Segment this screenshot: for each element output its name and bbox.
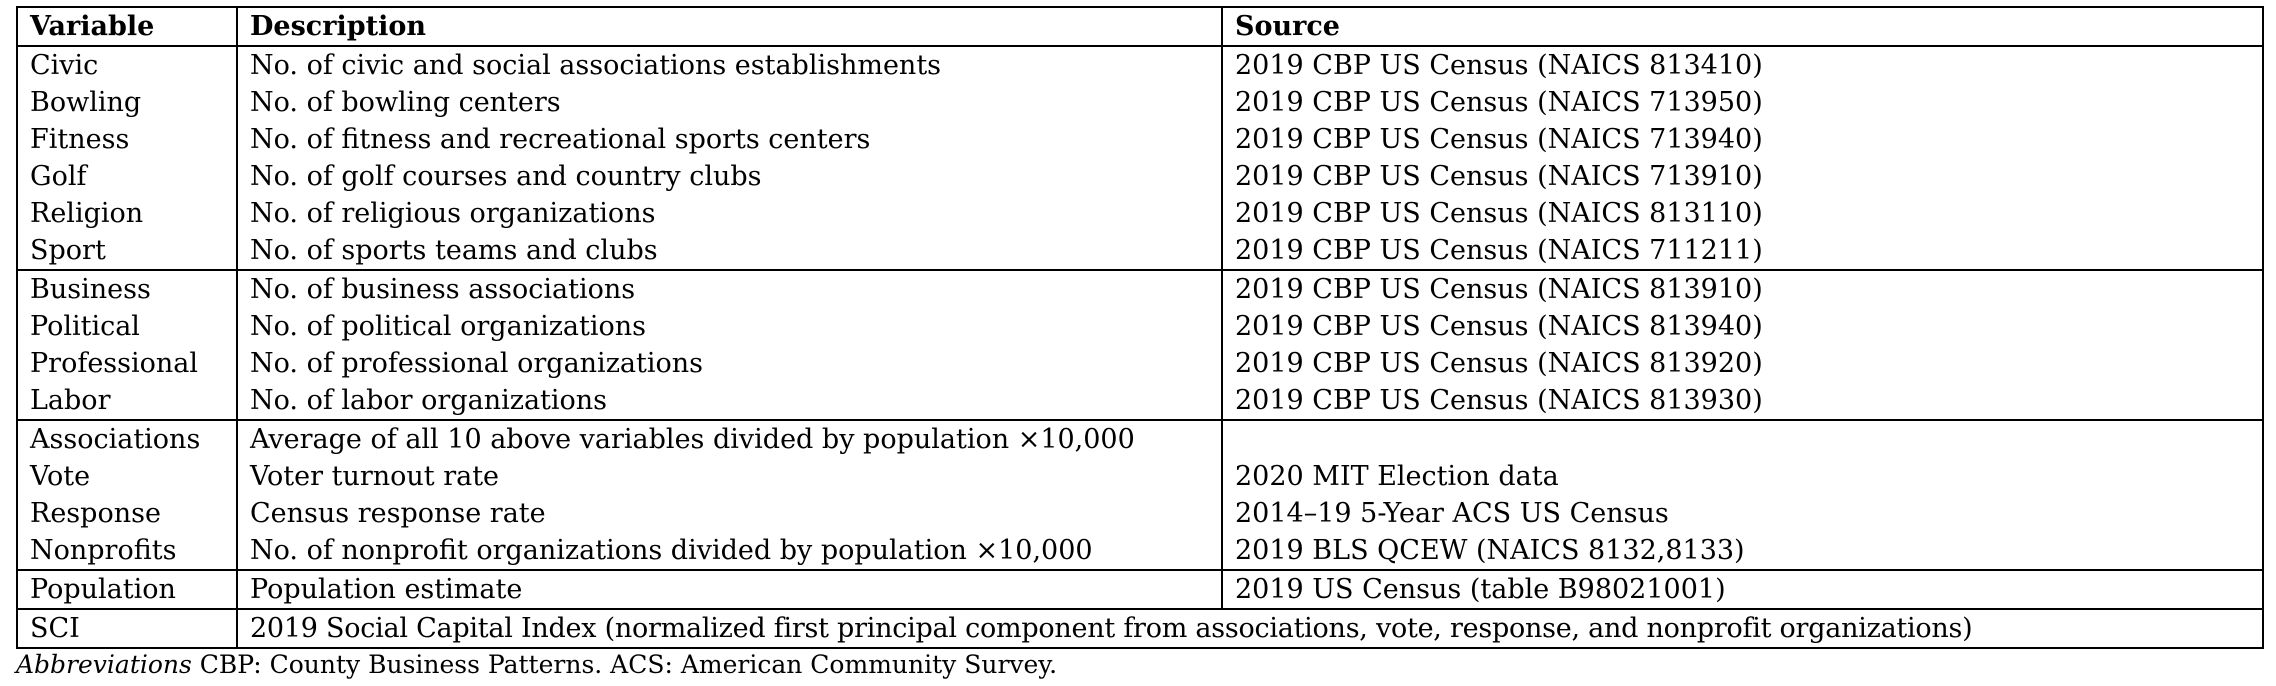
cell-source: 2019 CBP US Census (NAICS 813930) [1221,382,2264,421]
cell-source: 2014–19 5-Year ACS US Census [1221,495,2264,532]
table-row: Response Census response rate 2014–19 5-… [16,495,2264,532]
table-row: Vote Voter turnout rate 2020 MIT Electio… [16,458,2264,495]
cell-variable: Fitness [16,121,238,158]
header-variable: Variable [16,6,238,47]
table-row: Labor No. of labor organizations 2019 CB… [16,382,2264,421]
cell-variable: SCI [16,609,238,649]
cell-source: 2019 CBP US Census (NAICS 813920) [1221,345,2264,382]
cell-description: No. of golf courses and country clubs [236,158,1223,195]
cell-description: No. of bowling centers [236,84,1223,121]
table-row: SCI 2019 Social Capital Index (normalize… [16,609,2264,649]
table-row: Fitness No. of fitness and recreational … [16,121,2264,158]
cell-variable: Religion [16,195,238,232]
cell-variable: Vote [16,458,238,495]
cell-description: No. of sports teams and clubs [236,232,1223,271]
cell-variable: Associations [16,420,238,458]
cell-description: No. of religious organizations [236,195,1223,232]
table-row: Political No. of political organizations… [16,308,2264,345]
cell-description: No. of professional organizations [236,345,1223,382]
cell-variable: Population [16,570,238,610]
cell-description-spanning: 2019 Social Capital Index (normalized fi… [236,609,2264,649]
group-population: Population Population estimate 2019 US C… [16,570,2264,610]
cell-description: Census response rate [236,495,1223,532]
cell-variable: Civic [16,46,238,84]
table-row: Nonprofits No. of nonprofit organization… [16,532,2264,571]
cell-source: 2019 CBP US Census (NAICS 813410) [1221,46,2264,84]
group-professional: Business No. of business associations 20… [16,270,2264,421]
cell-variable: Political [16,308,238,345]
cell-source: 2019 CBP US Census (NAICS 713940) [1221,121,2264,158]
cell-description: No. of business associations [236,270,1223,308]
cell-source: 2019 BLS QCEW (NAICS 8132,8133) [1221,532,2264,571]
abbreviations-text: CBP: County Business Patterns. ACS: Amer… [191,650,1058,679]
table-header-row: Variable Description Source [16,6,2264,47]
cell-description: Voter turnout rate [236,458,1223,495]
table-row: Religion No. of religious organizations … [16,195,2264,232]
cell-description: No. of civic and social associations est… [236,46,1223,84]
cell-variable: Bowling [16,84,238,121]
cell-source: 2019 CBP US Census (NAICS 711211) [1221,232,2264,271]
header-source: Source [1221,6,2264,47]
abbreviations-label: Abbreviations [16,650,192,679]
table-row: Professional No. of professional organiz… [16,345,2264,382]
table-row: Business No. of business associations 20… [16,270,2264,308]
variables-table: Variable Description Source Civic No. of… [16,6,2264,649]
table-row: Golf No. of golf courses and country clu… [16,158,2264,195]
table-container: Variable Description Source Civic No. of… [16,6,2264,649]
cell-variable: Labor [16,382,238,421]
cell-source: 2019 CBP US Census (NAICS 713910) [1221,158,2264,195]
group-sci: SCI 2019 Social Capital Index (normalize… [16,609,2264,649]
cell-description: No. of labor organizations [236,382,1223,421]
cell-variable: Business [16,270,238,308]
cell-source: 2019 CBP US Census (NAICS 713950) [1221,84,2264,121]
cell-variable: Response [16,495,238,532]
cell-source: 2019 CBP US Census (NAICS 813940) [1221,308,2264,345]
cell-variable: Golf [16,158,238,195]
table-row: Population Population estimate 2019 US C… [16,570,2264,610]
cell-variable: Professional [16,345,238,382]
header-description: Description [236,6,1223,47]
cell-description: No. of political organizations [236,308,1223,345]
group-leisure-religion: Civic No. of civic and social associatio… [16,46,2264,271]
cell-source: 2019 US Census (table B98021001) [1221,570,2264,610]
table-row: Associations Average of all 10 above var… [16,420,2264,458]
cell-source: 2019 CBP US Census (NAICS 813910) [1221,270,2264,308]
cell-source: 2019 CBP US Census (NAICS 813110) [1221,195,2264,232]
table-row: Sport No. of sports teams and clubs 2019… [16,232,2264,271]
cell-source [1221,420,2264,458]
cell-description: No. of fitness and recreational sports c… [236,121,1223,158]
abbreviations-note: Abbreviations CBP: County Business Patte… [16,650,1057,680]
cell-variable: Sport [16,232,238,271]
cell-description: No. of nonprofit organizations divided b… [236,532,1223,571]
table-row: Civic No. of civic and social associatio… [16,46,2264,84]
table-row: Bowling No. of bowling centers 2019 CBP … [16,84,2264,121]
cell-description: Average of all 10 above variables divide… [236,420,1223,458]
cell-description: Population estimate [236,570,1223,610]
cell-source: 2020 MIT Election data [1221,458,2264,495]
cell-variable: Nonprofits [16,532,238,571]
group-components: Associations Average of all 10 above var… [16,420,2264,571]
